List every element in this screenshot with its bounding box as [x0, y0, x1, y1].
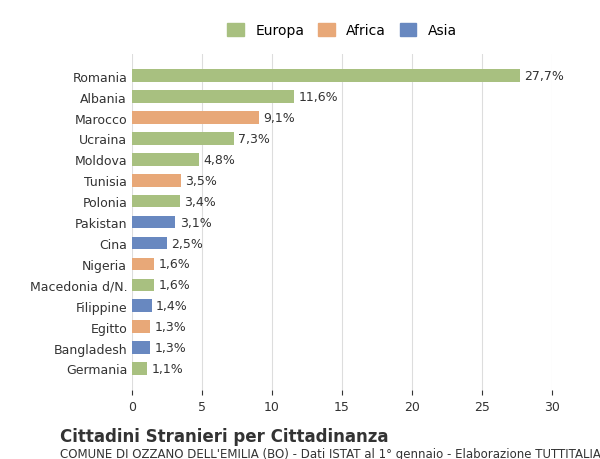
Bar	[132, 279, 154, 291]
Bar	[132, 321, 150, 333]
Text: 1,3%: 1,3%	[154, 341, 186, 354]
Text: 3,4%: 3,4%	[184, 195, 215, 208]
Text: 1,6%: 1,6%	[158, 279, 190, 291]
Bar	[132, 237, 167, 250]
Bar	[132, 196, 179, 208]
Text: Cittadini Stranieri per Cittadinanza: Cittadini Stranieri per Cittadinanza	[60, 427, 389, 445]
Text: 1,3%: 1,3%	[154, 320, 186, 333]
Bar	[132, 133, 234, 146]
Bar	[132, 300, 152, 312]
Bar	[132, 258, 154, 271]
Text: 9,1%: 9,1%	[263, 112, 295, 125]
Text: COMUNE DI OZZANO DELL'EMILIA (BO) - Dati ISTAT al 1° gennaio - Elaborazione TUTT: COMUNE DI OZZANO DELL'EMILIA (BO) - Dati…	[60, 448, 600, 459]
Text: 7,3%: 7,3%	[238, 133, 270, 146]
Text: 27,7%: 27,7%	[524, 70, 564, 83]
Bar	[132, 216, 175, 229]
Bar	[132, 70, 520, 83]
Bar	[132, 112, 259, 124]
Text: 3,5%: 3,5%	[185, 174, 217, 187]
Bar	[132, 154, 199, 166]
Text: 1,1%: 1,1%	[152, 362, 184, 375]
Bar	[132, 363, 148, 375]
Text: 1,6%: 1,6%	[158, 258, 190, 271]
Text: 4,8%: 4,8%	[203, 154, 235, 167]
Text: 11,6%: 11,6%	[299, 91, 338, 104]
Legend: Europa, Africa, Asia: Europa, Africa, Asia	[222, 18, 462, 44]
Text: 2,5%: 2,5%	[171, 237, 203, 250]
Bar	[132, 341, 150, 354]
Bar	[132, 91, 295, 104]
Text: 1,4%: 1,4%	[156, 300, 188, 313]
Bar	[132, 174, 181, 187]
Text: 3,1%: 3,1%	[179, 216, 211, 229]
